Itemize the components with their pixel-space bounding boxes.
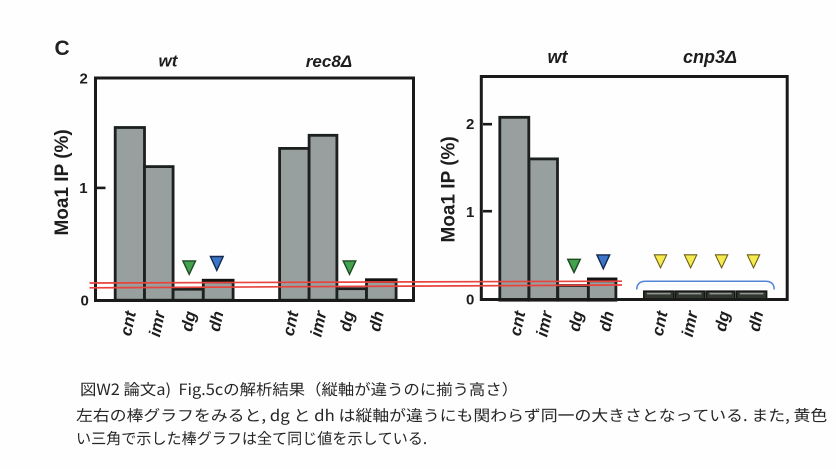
svg-text:0: 0	[466, 291, 474, 308]
svg-text:dg: dg	[566, 310, 588, 333]
svg-text:2: 2	[79, 70, 87, 87]
svg-text:0: 0	[80, 293, 88, 310]
svg-text:rec8Δ: rec8Δ	[306, 52, 352, 71]
svg-text:imr: imr	[533, 308, 556, 338]
svg-text:wt: wt	[548, 47, 569, 67]
svg-text:dh: dh	[366, 310, 388, 333]
svg-text:wt: wt	[159, 52, 179, 71]
svg-text:dg: dg	[178, 310, 200, 333]
svg-text:cnt: cnt	[649, 308, 672, 337]
svg-text:Moa1 IP (%): Moa1 IP (%)	[52, 129, 73, 235]
svg-text:dg: dg	[712, 310, 734, 333]
svg-text:imr: imr	[679, 308, 702, 338]
svg-text:2: 2	[466, 116, 474, 133]
svg-text:1: 1	[79, 180, 87, 197]
svg-text:1: 1	[466, 204, 474, 221]
svg-text:cnp3Δ: cnp3Δ	[683, 47, 737, 67]
svg-text:dh: dh	[596, 310, 618, 333]
svg-text:cnt: cnt	[280, 308, 303, 337]
svg-text:dh: dh	[206, 310, 228, 333]
svg-text:C: C	[55, 37, 70, 60]
svg-text:imr: imr	[307, 308, 330, 338]
svg-text:dh: dh	[746, 310, 768, 333]
svg-text:cnt: cnt	[507, 308, 530, 337]
svg-text:Moa1 IP (%): Moa1 IP (%)	[438, 136, 459, 242]
svg-text:dg: dg	[336, 310, 358, 333]
svg-text:cnt: cnt	[117, 308, 140, 337]
svg-text:imr: imr	[146, 308, 169, 338]
